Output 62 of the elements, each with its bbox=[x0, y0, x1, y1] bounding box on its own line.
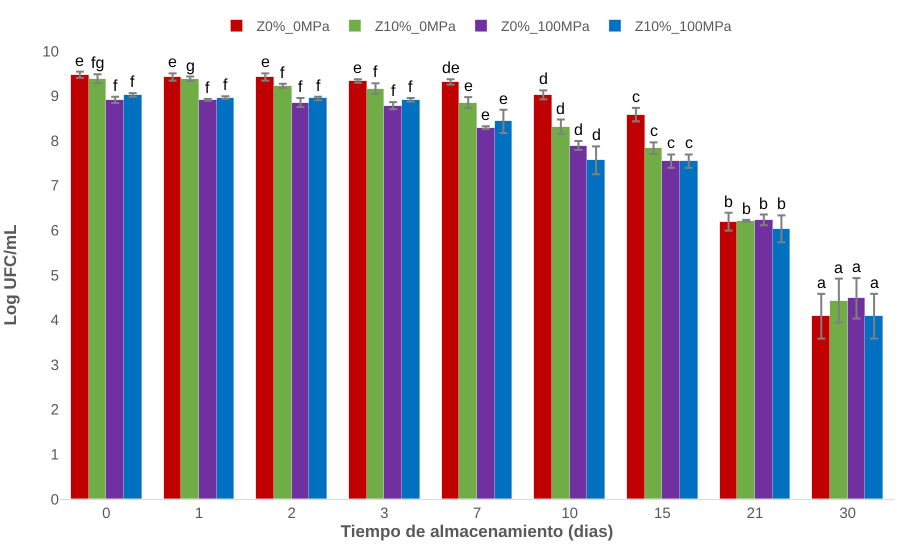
data-label: e bbox=[261, 54, 270, 71]
data-label: f bbox=[298, 79, 303, 96]
data-label: b bbox=[724, 194, 733, 211]
x-tick-label: 10 bbox=[561, 505, 578, 522]
legend-label: Z10%_100MPa bbox=[634, 18, 732, 34]
x-tick-label: 15 bbox=[654, 505, 671, 522]
data-label: e bbox=[168, 54, 177, 71]
data-label: a bbox=[834, 260, 843, 277]
x-tick-label: 2 bbox=[288, 505, 296, 522]
data-label: fg bbox=[91, 55, 104, 72]
data-label: f bbox=[373, 64, 378, 81]
data-label: f bbox=[113, 78, 118, 95]
y-tick-label: 4 bbox=[50, 312, 59, 330]
data-label: e bbox=[481, 107, 490, 124]
legend-label: Z10%_0MPa bbox=[374, 18, 456, 34]
y-tick-label: 6 bbox=[50, 222, 59, 240]
data-label: f bbox=[280, 65, 285, 82]
y-tick-label: 8 bbox=[50, 132, 59, 150]
data-label: c bbox=[685, 135, 693, 152]
legend-label: Z0%_0MPa bbox=[256, 18, 330, 34]
data-label: f bbox=[316, 78, 321, 95]
y-tick-label: 2 bbox=[50, 402, 59, 419]
data-label: d bbox=[556, 101, 565, 118]
x-tick-label: 0 bbox=[102, 505, 110, 522]
data-label: a bbox=[870, 275, 879, 292]
x-tick-label: 21 bbox=[746, 505, 764, 522]
x-axis-title: Tiempo de almacenamiento (dias) bbox=[340, 522, 614, 541]
y-tick-label: 3 bbox=[50, 356, 59, 374]
data-label: d bbox=[539, 71, 548, 88]
y-tick-label: 10 bbox=[42, 43, 59, 60]
data-label: g bbox=[186, 58, 195, 75]
data-label: e bbox=[464, 78, 473, 95]
data-label: b bbox=[759, 196, 768, 213]
data-label: f bbox=[223, 77, 228, 94]
data-label: b bbox=[777, 196, 786, 213]
data-label: de bbox=[442, 60, 460, 77]
data-label: c bbox=[632, 89, 640, 106]
data-label: c bbox=[667, 135, 675, 152]
legend-label: Z0%_100MPa bbox=[501, 18, 590, 34]
data-label: f bbox=[408, 79, 413, 96]
x-tick-label: 30 bbox=[839, 505, 856, 522]
data-label: f bbox=[130, 74, 135, 91]
data-label: c bbox=[650, 123, 658, 140]
x-tick-label: 7 bbox=[472, 505, 482, 522]
data-label: a bbox=[817, 275, 826, 292]
y-tick-label: 5 bbox=[50, 267, 59, 284]
y-tick-label: 0 bbox=[50, 491, 59, 508]
data-label: d bbox=[592, 127, 601, 144]
data-label: f bbox=[391, 83, 396, 100]
data-label: b bbox=[742, 201, 751, 218]
data-label: d bbox=[574, 122, 583, 139]
y-tick-label: 9 bbox=[50, 88, 59, 106]
x-tick-label: 1 bbox=[194, 505, 204, 522]
data-label: e bbox=[353, 60, 362, 77]
data-label: a bbox=[852, 259, 861, 276]
y-axis-title: Log UFC/mL bbox=[1, 224, 20, 326]
y-tick-label: 1 bbox=[50, 446, 59, 464]
data-label: f bbox=[205, 80, 210, 97]
x-tick-label: 3 bbox=[380, 505, 388, 522]
y-tick-label: 7 bbox=[50, 178, 59, 195]
data-label: e bbox=[75, 53, 84, 70]
data-label: e bbox=[499, 91, 508, 108]
